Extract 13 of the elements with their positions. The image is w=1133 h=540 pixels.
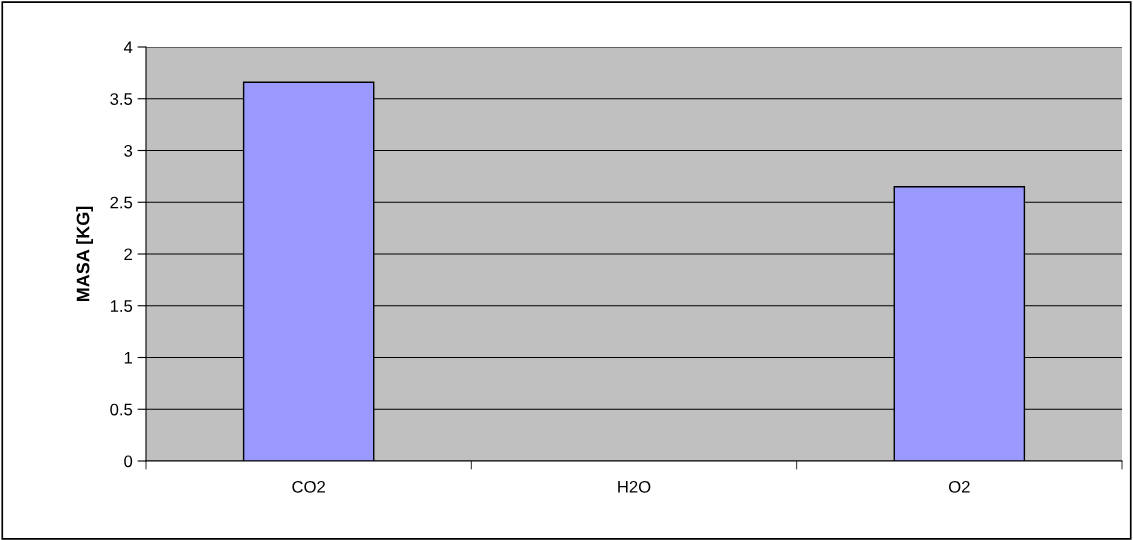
y-tick-label: 0 bbox=[124, 455, 133, 468]
y-tick-label: 1.5 bbox=[110, 300, 133, 312]
y-tick-label: 1 bbox=[124, 352, 132, 364]
y-tick-label: 2.5 bbox=[110, 196, 133, 209]
y-tick-label: 0.5 bbox=[110, 403, 133, 416]
x-tick-label: H2O bbox=[618, 480, 651, 493]
x-tick-label: O2 bbox=[949, 480, 970, 493]
y-tick-label: 4 bbox=[123, 41, 133, 54]
x-tick-label: CO2 bbox=[292, 480, 325, 493]
y-axis-title: MASA [KG] bbox=[76, 206, 93, 302]
y-tick-label: 3 bbox=[124, 144, 133, 157]
y-tick-label: 2 bbox=[124, 248, 132, 261]
y-tick-label: 3.5 bbox=[110, 93, 133, 105]
